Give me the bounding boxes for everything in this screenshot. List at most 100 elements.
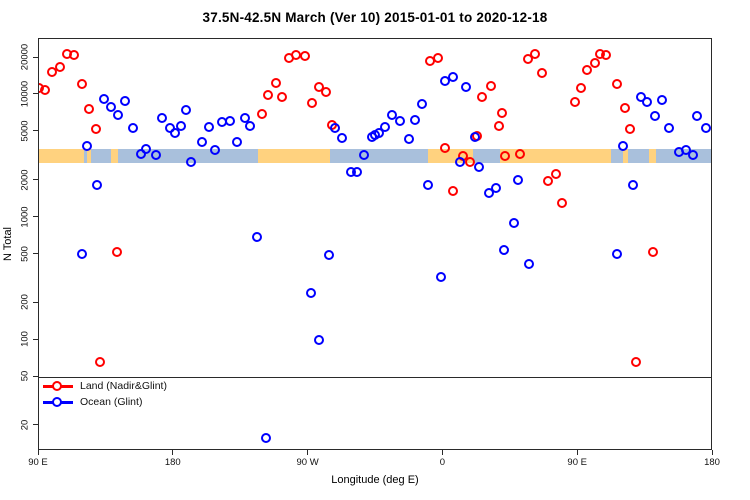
data-point <box>196 137 207 148</box>
data-point <box>625 123 636 134</box>
x-tick-label: 90 W <box>296 457 319 468</box>
data-point <box>612 248 623 259</box>
band-land-segment <box>110 149 119 163</box>
y-tick-label: 500 <box>19 245 31 262</box>
y-tick-mark <box>33 253 38 255</box>
data-point <box>256 108 267 119</box>
data-point <box>90 123 101 134</box>
legend: Land (Nadir&Glint) Ocean (Glint) <box>43 379 167 409</box>
land-ocean-band <box>39 149 711 163</box>
data-point <box>313 82 324 93</box>
band-land-segment <box>257 149 330 163</box>
y-axis-label: N Total <box>2 226 14 262</box>
data-point <box>83 103 94 114</box>
band-land-segment <box>500 149 612 163</box>
data-point <box>601 50 612 61</box>
data-point <box>209 145 220 156</box>
data-point <box>530 49 541 60</box>
data-point <box>119 96 130 107</box>
y-tick-label: 100 <box>19 331 31 348</box>
data-point <box>688 149 699 160</box>
data-point <box>111 247 122 258</box>
data-point <box>417 98 428 109</box>
data-point <box>359 149 370 160</box>
y-tick-mark <box>33 130 38 132</box>
data-point <box>523 54 534 65</box>
threshold-line <box>39 377 711 379</box>
data-point <box>169 127 180 138</box>
data-point <box>631 357 642 368</box>
data-point <box>448 72 459 83</box>
y-tick-label: 20 <box>19 419 31 431</box>
band-land-segment <box>623 149 628 163</box>
data-point <box>700 122 711 133</box>
data-point <box>276 92 287 103</box>
x-tick-label: 180 <box>164 457 181 468</box>
y-tick-mark <box>33 56 38 58</box>
data-point <box>351 167 362 178</box>
data-point <box>305 287 316 298</box>
data-point <box>537 68 548 79</box>
data-point <box>403 133 414 144</box>
data-point <box>433 53 444 64</box>
data-point <box>474 161 485 172</box>
legend-label-ocean: Ocean (Glint) <box>80 396 143 408</box>
data-point <box>203 121 214 132</box>
data-point <box>47 66 58 77</box>
y-tick-mark <box>33 179 38 181</box>
x-tick-mark <box>307 450 309 455</box>
data-point <box>373 127 384 138</box>
data-point <box>98 93 109 104</box>
y-tick-label: 20000 <box>19 43 31 71</box>
data-point <box>486 81 497 92</box>
data-point <box>320 87 331 98</box>
data-point <box>76 78 87 89</box>
data-point <box>551 168 562 179</box>
data-point <box>185 156 196 167</box>
x-tick-label: 180 <box>704 457 720 468</box>
data-point <box>455 157 466 168</box>
plot-area: Land (Nadir&Glint) Ocean (Glint) <box>38 38 712 450</box>
data-point <box>251 231 262 242</box>
data-point <box>461 82 472 93</box>
data-point <box>336 133 347 144</box>
data-point <box>493 121 504 132</box>
data-point <box>576 82 587 93</box>
data-point <box>557 197 568 208</box>
data-point <box>329 123 340 134</box>
data-point <box>465 157 476 168</box>
data-point <box>180 105 191 116</box>
data-point <box>323 249 334 260</box>
y-tick-mark <box>33 424 38 426</box>
data-point <box>513 174 524 185</box>
data-point <box>500 151 511 162</box>
x-tick-mark <box>441 450 443 455</box>
data-point <box>618 140 629 151</box>
land-marker-icon <box>43 380 73 392</box>
data-point <box>224 116 235 127</box>
data-point <box>239 112 250 123</box>
x-tick-label: 90 E <box>567 457 587 468</box>
data-point <box>140 144 151 155</box>
y-tick-mark <box>33 301 38 303</box>
data-point <box>436 271 447 282</box>
data-point <box>628 179 639 190</box>
data-point <box>477 91 488 102</box>
band-land-segment <box>39 149 84 163</box>
band-land-segment <box>648 149 657 163</box>
data-point <box>499 244 510 255</box>
data-point <box>150 149 161 160</box>
chart-title: 37.5N-42.5N March (Ver 10) 2015-01-01 to… <box>202 10 548 25</box>
data-point <box>306 98 317 108</box>
data-point <box>262 89 273 100</box>
y-tick-label: 200 <box>19 294 31 311</box>
data-point <box>410 115 421 126</box>
data-point <box>448 185 459 196</box>
data-point <box>260 432 271 443</box>
data-point <box>470 131 481 142</box>
data-point <box>664 123 675 134</box>
data-point <box>642 96 653 107</box>
y-tick-label: 2000 <box>19 169 31 191</box>
x-tick-mark <box>576 450 578 455</box>
